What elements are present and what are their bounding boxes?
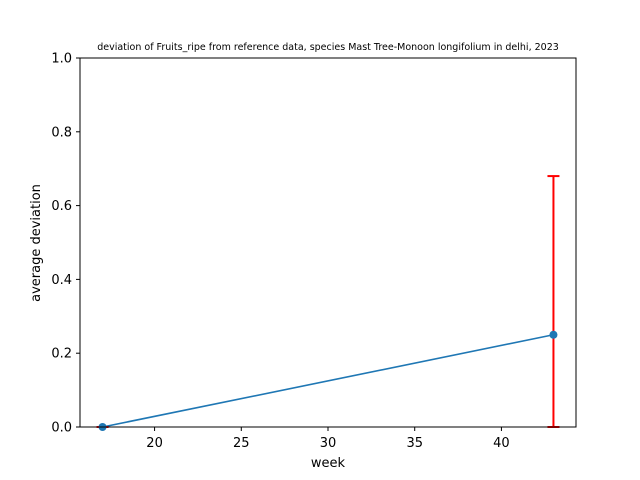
- x-tick-label: 20: [146, 436, 163, 451]
- y-tick-label: 0.8: [51, 125, 72, 140]
- y-tick-label: 0.2: [51, 347, 72, 362]
- chart-title: deviation of Fruits_ripe from reference …: [97, 42, 559, 53]
- x-axis-label: week: [311, 456, 346, 471]
- y-axis: 0.0 0.2 0.4 0.6 0.8 1.0: [51, 52, 80, 436]
- series-line: [102, 333, 554, 428]
- y-tick-label: 1.0: [51, 52, 72, 67]
- y-tick-label: 0.6: [51, 199, 72, 214]
- x-tick-label: 35: [406, 436, 423, 451]
- x-axis: 20 25 30 35 40: [146, 427, 510, 451]
- y-axis-label: average deviation: [29, 184, 44, 302]
- y-tick-label: 0.4: [51, 273, 72, 288]
- x-tick-label: 30: [320, 436, 337, 451]
- x-tick-label: 40: [493, 436, 510, 451]
- data-point: [549, 330, 558, 339]
- plot-area: [96, 175, 560, 431]
- y-tick-label: 0.0: [51, 421, 72, 436]
- x-tick-label: 25: [233, 436, 250, 451]
- axes-frame: [79, 57, 577, 428]
